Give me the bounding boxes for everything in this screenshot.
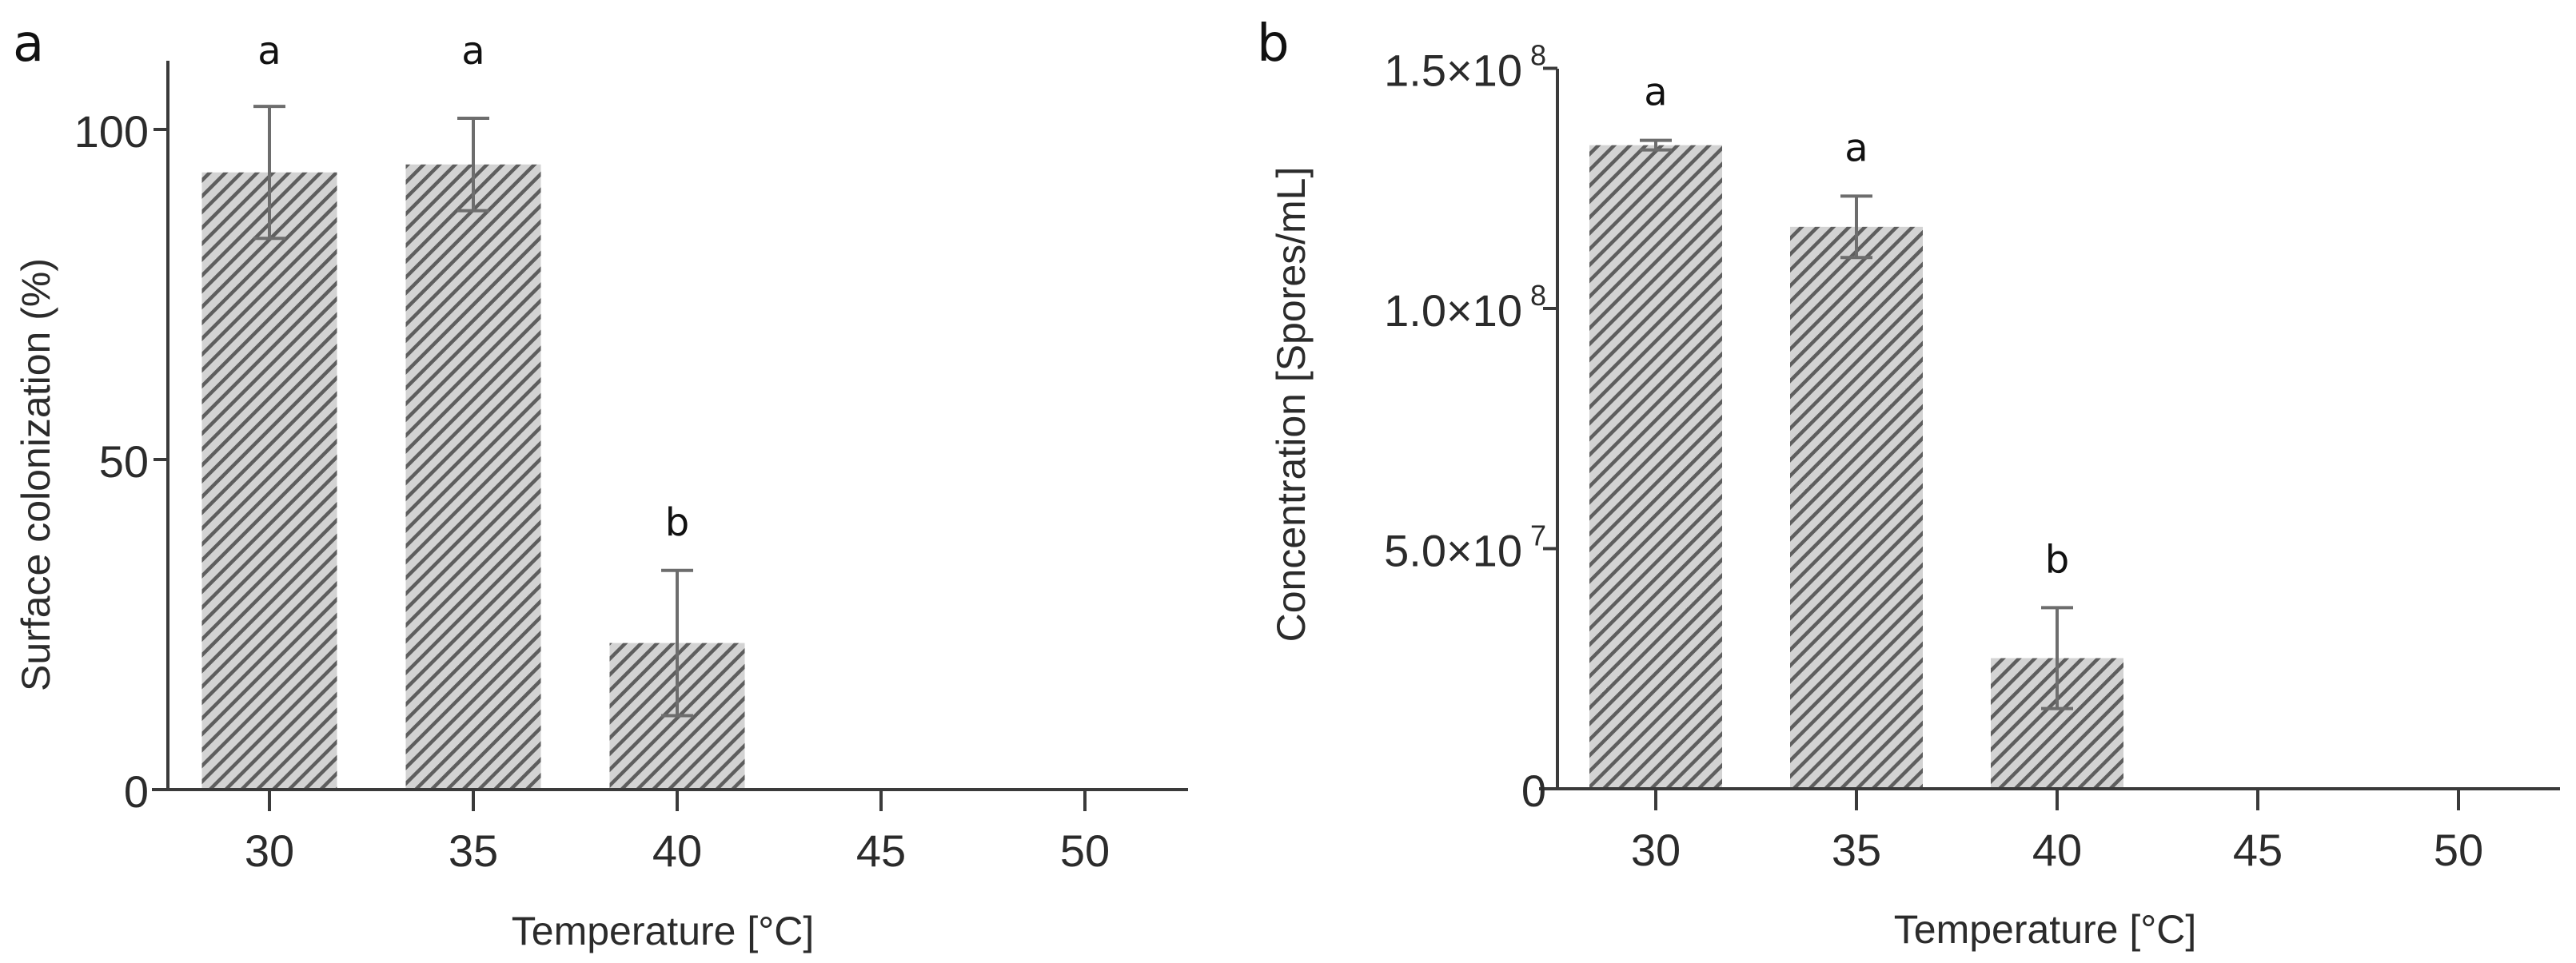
x-tick-label: 45: [2233, 825, 2283, 875]
significance-letter: b: [2045, 537, 2069, 582]
x-tick-label: 40: [652, 826, 702, 876]
y-ticks-b: 0 5.0×10 7 1.0×10 8 1.5×10 8: [1384, 39, 1557, 816]
bar-group-40: b: [609, 500, 745, 790]
y-tick-label: 0: [124, 766, 149, 817]
bars-a: a a b: [201, 29, 745, 790]
significance-letter: a: [1644, 70, 1667, 115]
y-tick-label: 0: [1521, 766, 1546, 816]
x-ticks-a: 30 35 40 45 50: [245, 790, 1110, 876]
panel-label-a: a: [13, 14, 44, 74]
y-ticks-a: 0 50 100: [74, 106, 168, 817]
significance-letter: b: [665, 500, 689, 545]
y-tick-label: 100: [74, 106, 149, 157]
bar-group-40: b: [1991, 537, 2123, 789]
bar-group-35: a: [405, 29, 541, 790]
bar-group-30: a: [1589, 70, 1722, 789]
x-axis-title-a: Temperature [°C]: [512, 909, 814, 953]
x-tick-label: 30: [245, 826, 294, 876]
y-tick-label: 1.0×10 8: [1384, 279, 1546, 336]
x-tick-label: 50: [1060, 826, 1110, 876]
x-tick-label: 45: [856, 826, 906, 876]
x-axis-title-b: Temperature [°C]: [1894, 907, 2196, 952]
bar-35: [405, 164, 541, 790]
y-tick-label: 5.0×10 7: [1384, 519, 1546, 576]
bar-30: [201, 172, 337, 790]
y-tick-label: 1.5×10 8: [1384, 39, 1546, 96]
y-axis-title-b: Concentration [Spores/mL]: [1269, 167, 1314, 643]
bar-35: [1790, 226, 1923, 790]
y-tick-label: 50: [99, 436, 149, 487]
bar-30: [1589, 145, 1722, 789]
panel-a: a Surface colonization (%) Temperature […: [13, 14, 1188, 953]
x-tick-label: 35: [449, 826, 498, 876]
y-axis-title-a: Surface colonization (%): [14, 258, 58, 691]
significance-letter: a: [1844, 125, 1868, 170]
significance-letter: a: [461, 29, 484, 74]
panel-label-b: b: [1257, 14, 1290, 74]
x-tick-label: 30: [1631, 825, 1681, 875]
panel-b: b Concentration [Spores/mL] Temperature …: [1257, 14, 2560, 952]
x-ticks-b: 30 35 40 45 50: [1631, 789, 2483, 875]
bars-b: a a b: [1589, 70, 2123, 790]
significance-letter: a: [257, 29, 281, 74]
x-tick-label: 40: [2032, 825, 2082, 875]
bar-group-35: a: [1790, 125, 1923, 790]
x-tick-label: 50: [2434, 825, 2483, 875]
bar-group-30: a: [201, 29, 337, 790]
x-tick-label: 35: [1832, 825, 1881, 875]
